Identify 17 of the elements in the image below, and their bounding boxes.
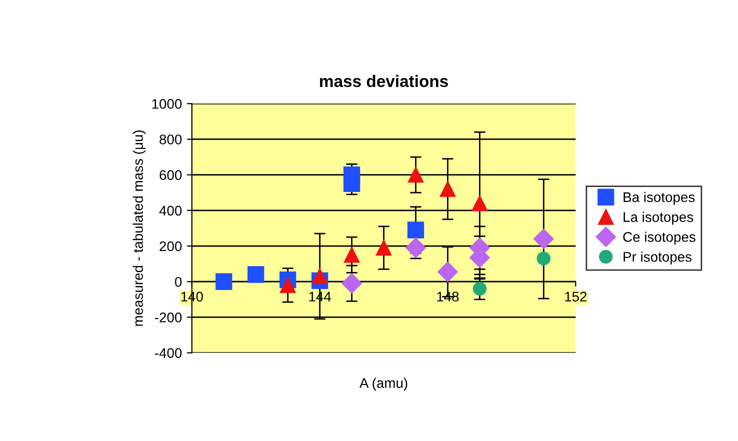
y-tick-label: 200: [160, 241, 182, 252]
y-tick-label: 600: [160, 170, 182, 180]
x-tick-label: 148: [437, 292, 459, 302]
legend-label: Ce isotopes: [623, 232, 696, 245]
y-tick-label: 1000: [152, 98, 182, 109]
y-tick-label: -200: [154, 312, 182, 322]
y-tick-label: 0: [174, 276, 182, 287]
x-tick-label: 152: [565, 292, 587, 302]
legend-label: Ba isotopes: [624, 192, 695, 205]
y-axis-title: measured - tabulated mass (μu): [132, 130, 146, 326]
chart-title: mass deviations: [320, 74, 448, 88]
legend-label: Pr isotopes: [624, 252, 692, 265]
x-axis-title: A (amu): [359, 378, 408, 391]
y-tick-label: 400: [159, 206, 182, 216]
y-tick-label: 800: [160, 134, 182, 144]
y-tick-label: -400: [154, 348, 182, 358]
legend-label: La isotopes: [624, 212, 694, 225]
